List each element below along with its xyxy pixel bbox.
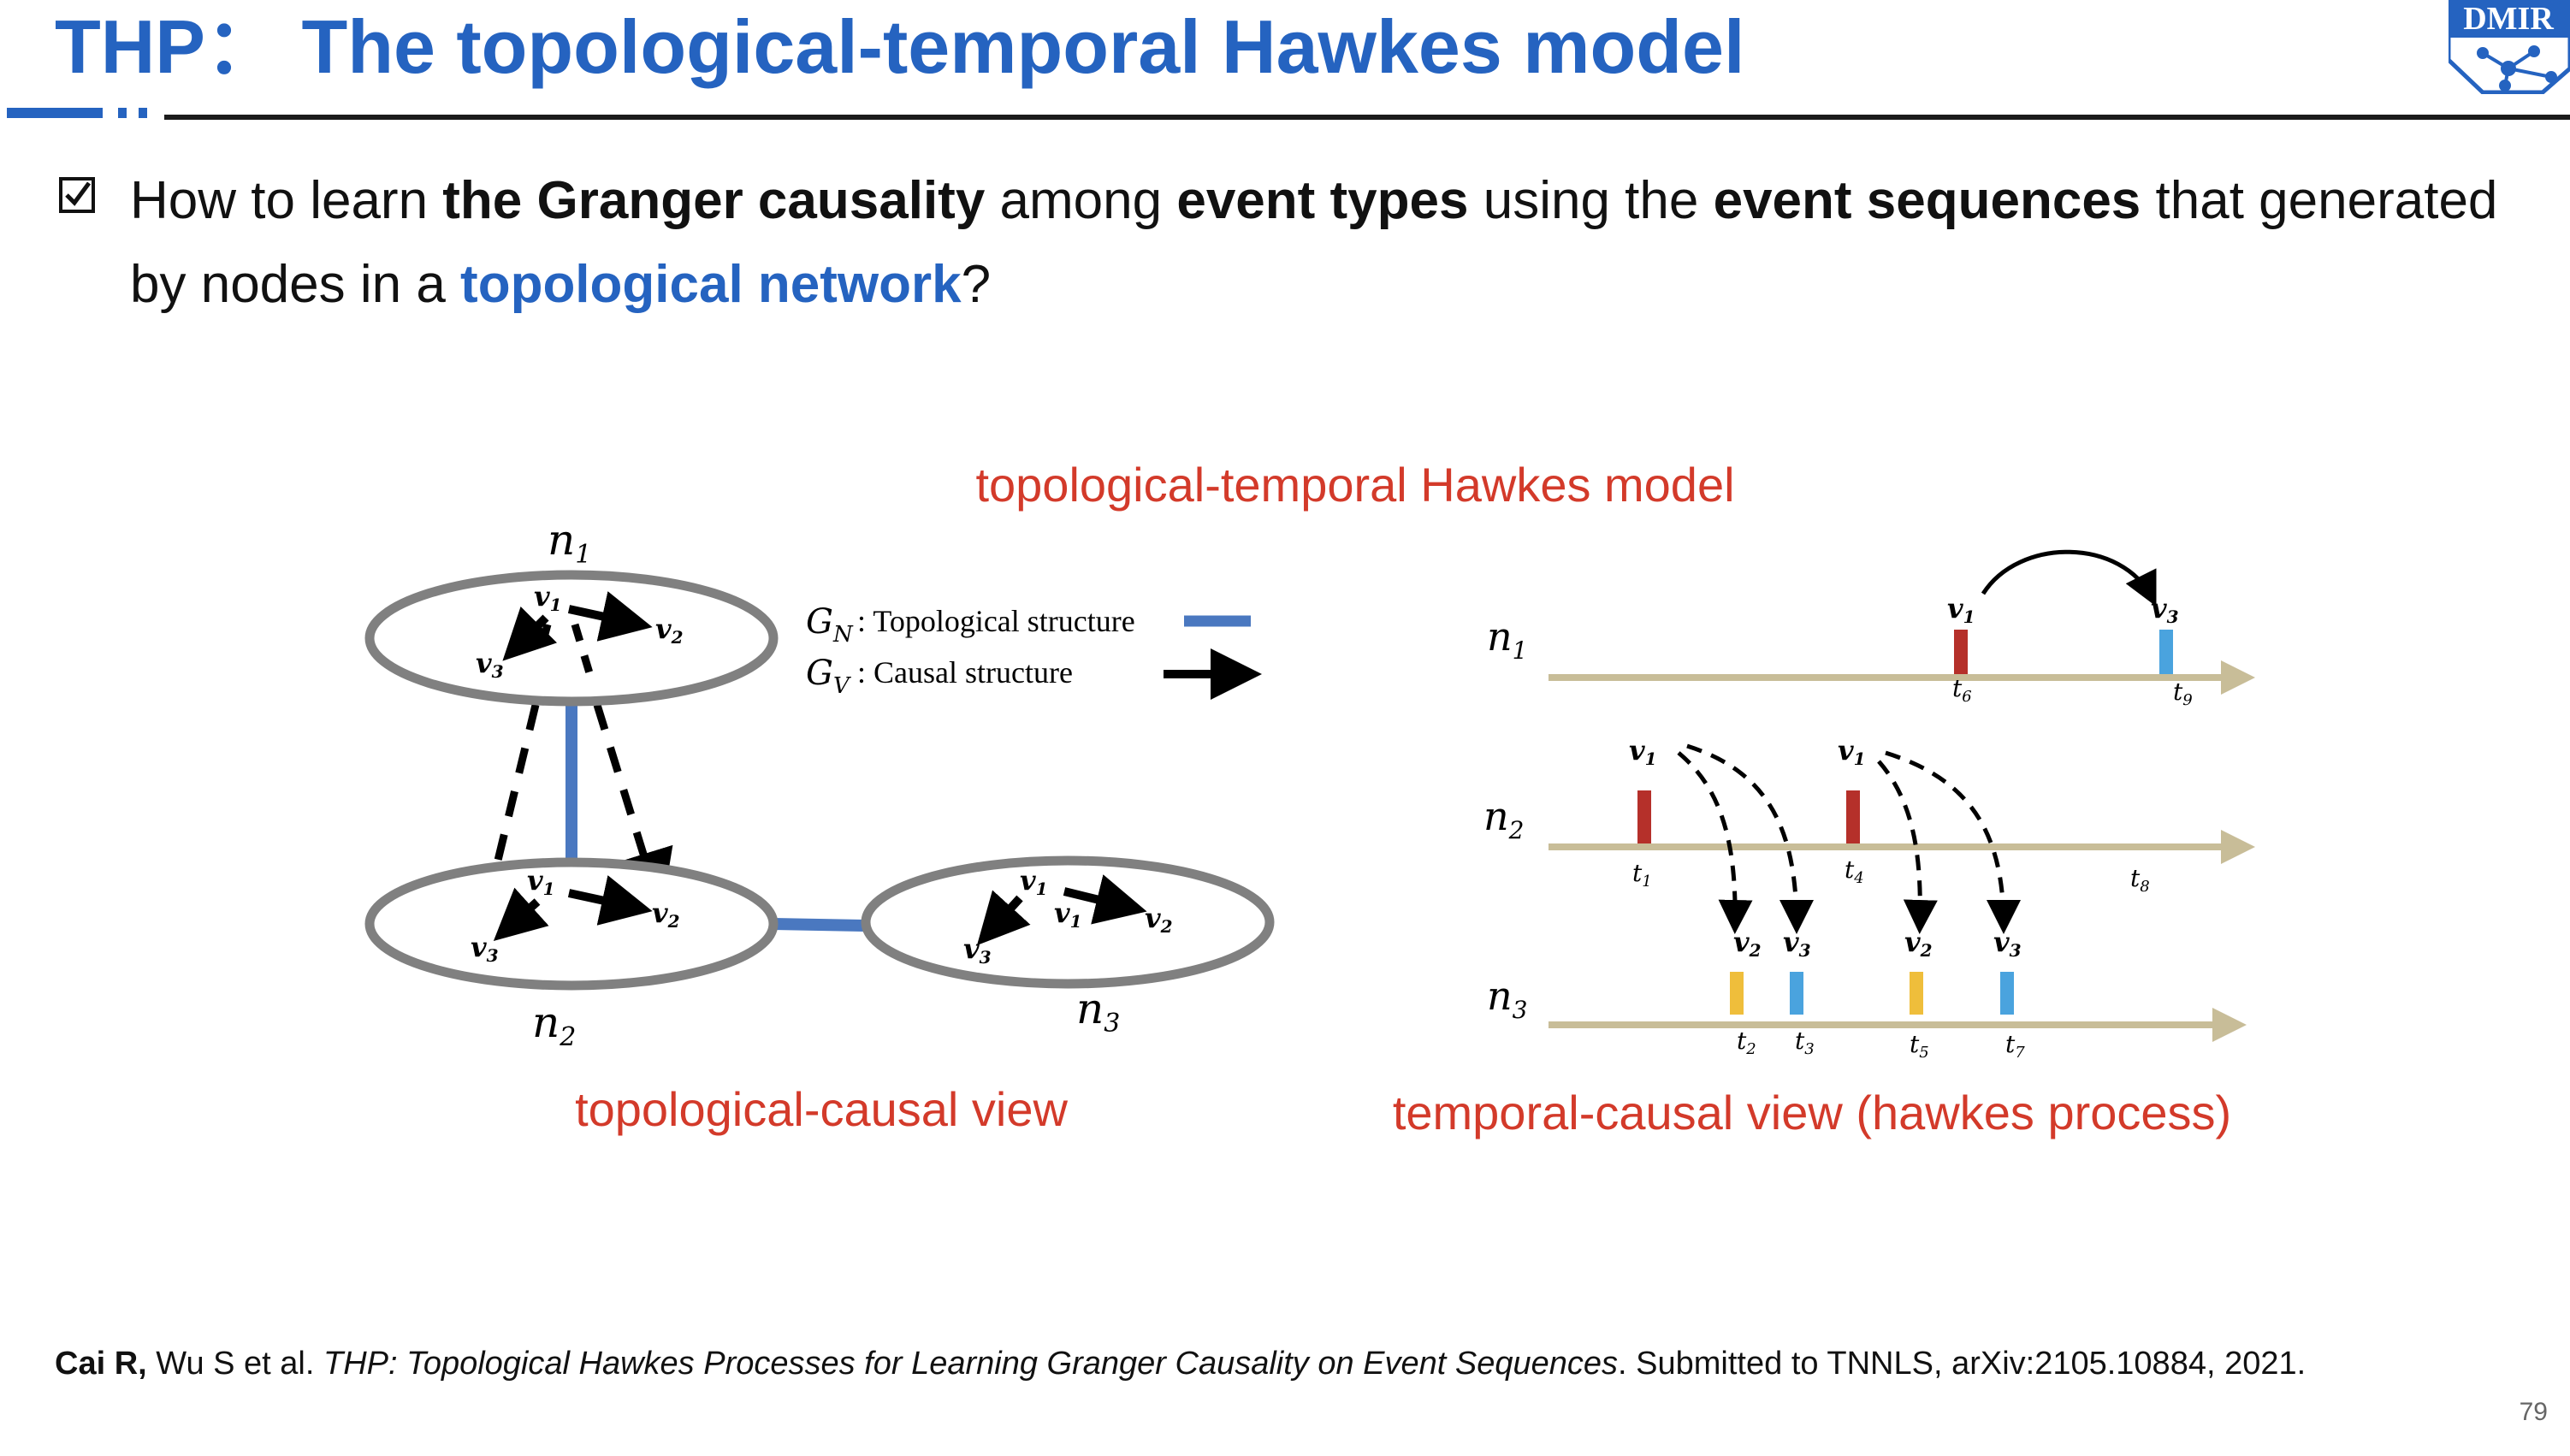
time-label-t7: t7: [2005, 1030, 2025, 1062]
label-n3-v3a: v3: [1783, 926, 1811, 961]
event-n2-t1-v1: [1637, 790, 1651, 843]
question-text: How to learn the Granger causality among…: [130, 171, 2498, 314]
event-n1-t9-v3: [2159, 630, 2173, 674]
citation: Cai R, Wu S et al. THP: Topological Hawk…: [55, 1346, 2306, 1382]
n1-v3-label: v3: [476, 647, 504, 682]
n3-v1-label-top: v1: [1020, 864, 1048, 899]
header-divider: [164, 115, 2570, 120]
causal-arrow-n2-v1-v3: [493, 887, 549, 942]
legend-gn-label: : Topological structure: [857, 604, 1135, 638]
label-n3-v2a: v2: [1733, 926, 1762, 961]
dmir-logo: DMIR: [2449, 0, 2570, 94]
legend: GN : Topological structure GV : Causal s…: [806, 602, 1262, 700]
event-n3-t5-v2: [1910, 972, 1923, 1015]
header-accent-bar: [7, 108, 103, 118]
time-label-t4: t4: [1845, 855, 1864, 887]
event-n3-t7-v3: [2000, 972, 2014, 1015]
excitation-arrow-n1: [1981, 549, 2157, 607]
causal-arrow-n2-v1-v2: [567, 875, 653, 926]
label-n3-v3b: v3: [1993, 926, 2022, 961]
n1-v1-label: v1: [534, 580, 562, 615]
time-label-t6: t6: [1952, 674, 1972, 706]
node-n1-label: n1: [548, 515, 591, 570]
causal-arrow-n3-v1-v2: [1063, 874, 1147, 925]
n3-v2-label: v2: [1145, 902, 1173, 937]
event-n2-t4-v1: [1846, 790, 1860, 843]
label-n2-v1b: v1: [1838, 734, 1866, 769]
time-label-t2: t2: [1737, 1027, 1756, 1058]
event-n1-t6-v1: [1954, 630, 1968, 674]
node-n2-ellipse: [364, 857, 779, 991]
legend-gv-label: : Causal structure: [857, 655, 1073, 690]
excitation-arrow-t1-t3: [1686, 743, 1814, 934]
causal-arrow-n1-v1-v3: [502, 606, 558, 661]
n3-v1-label: v1: [1054, 897, 1082, 932]
time-label-t3: t3: [1795, 1027, 1815, 1058]
time-label-t9: t9: [2173, 678, 2193, 709]
timeline-row-n3: n3: [1487, 973, 1527, 1024]
slide-title: THP： The topological-temporal Hawkes mod…: [55, 4, 1745, 89]
event-n3-t2-v2: [1730, 972, 1744, 1015]
time-label-t5: t5: [1910, 1030, 1929, 1062]
excitation-arrow-t4-t7: [1885, 750, 2021, 934]
excitation-arrow-t1-t2: [1677, 751, 1753, 934]
legend-gn-symbol: GN: [806, 602, 854, 648]
causal-arrow-n3-v1-v3: [976, 890, 1031, 946]
label-n2-v1a: v1: [1629, 734, 1657, 769]
diagram-main-label: topological-temporal Hawkes model: [975, 458, 1734, 512]
logo-text: DMIR: [2463, 1, 2554, 37]
node-n2-label: n2: [532, 997, 576, 1052]
event-n3-t3-v3: [1790, 972, 1803, 1015]
cross-causal-arrow-v1-v2: [593, 703, 673, 914]
n2-v2-label: v2: [652, 897, 680, 932]
n2-v1-label: v1: [527, 864, 555, 899]
right-caption: temporal-causal view (hawkes process): [1393, 1086, 2231, 1139]
time-label-t1: t1: [1632, 859, 1652, 891]
node-n3-label: n3: [1076, 984, 1120, 1039]
causal-arrow-n1-v1-v2: [567, 591, 653, 642]
node-n1-ellipse: [364, 570, 779, 707]
legend-gv-symbol: GV: [806, 654, 851, 699]
n2-v3-label: v3: [471, 931, 499, 966]
time-label-t8: t8: [2130, 864, 2150, 896]
label-n3-v2b: v2: [1904, 926, 1933, 961]
checkbox-icon: [59, 177, 95, 213]
label-n1-v3: v3: [2151, 592, 2179, 627]
timeline-row-n2: n2: [1483, 793, 1524, 844]
timeline-row-n1: n1: [1487, 613, 1527, 665]
node-n3-ellipse: [861, 855, 1275, 989]
excitation-arrow-t4-t5: [1877, 760, 1938, 934]
header-accent-square: [118, 108, 127, 118]
label-n1-v1: v1: [1947, 592, 1975, 627]
n1-v2-label: v2: [655, 613, 684, 648]
header-accent-square: [139, 108, 147, 118]
n3-v3-label: v3: [963, 932, 992, 968]
topology-edge-n2-n3: [773, 918, 865, 932]
left-caption: topological-causal view: [575, 1082, 1068, 1136]
page-number: 79: [2519, 1398, 2548, 1426]
